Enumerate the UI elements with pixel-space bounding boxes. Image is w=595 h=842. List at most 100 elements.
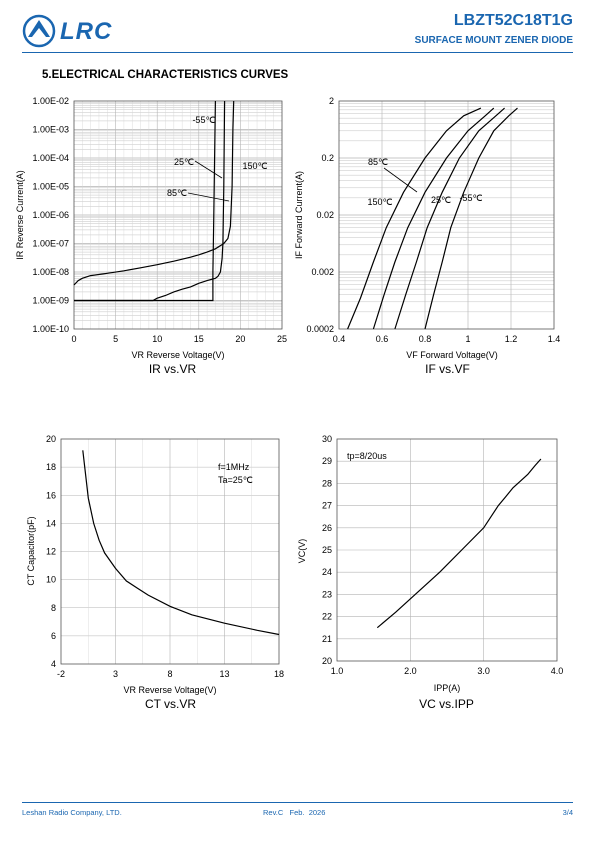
x-tick-label: 20: [235, 334, 245, 344]
y-tick-label: 2: [329, 96, 334, 106]
annotation-label: 150℃: [242, 161, 267, 171]
logo-text: LRC: [60, 18, 113, 45]
y-tick-label: 1.00E-10: [32, 324, 69, 334]
plot-frame: [338, 100, 555, 330]
y-tick-label: 1.00E-06: [32, 210, 69, 220]
annotation-label: -55℃: [192, 115, 215, 125]
y-tick-label: 24: [322, 567, 332, 577]
x-tick-label: 25: [277, 334, 287, 344]
footer-page: 3/4: [562, 808, 573, 817]
footer-company: Leshan Radio Company, LTD.: [22, 808, 122, 817]
annotation-label: 85℃: [167, 188, 187, 198]
annotation-label: 25℃: [174, 157, 194, 167]
y-tick-label: 20: [46, 434, 56, 444]
chart-ct-vs-vr: -2 3 8 13 18 20 18 16 14 12 10 8 6 4 f=1MHz Ta=25℃ VR R…: [26, 434, 284, 695]
y-tick-label: 18: [46, 462, 56, 472]
annotation-arrow: [187, 192, 230, 202]
grid: [74, 101, 282, 329]
annotation-arrow: [194, 160, 223, 179]
x-tick-label: 0.4: [333, 334, 346, 344]
y-tick-label: 1.00E-04: [32, 153, 69, 163]
lrc-logo-icon: [22, 14, 56, 48]
chart-ct-caption: CT vs.VR: [144, 697, 197, 711]
section-title: 5.ELECTRICAL CHARACTERISTICS CURVES: [42, 69, 289, 81]
x-tick-label: 1.0: [331, 666, 344, 676]
series-line: [74, 100, 226, 302]
y-tick-label: 30: [322, 434, 332, 444]
y-tick-label: 1.00E-07: [32, 239, 69, 249]
y-tick-label: 1.00E-02: [32, 96, 69, 106]
y-tick-label: 0.002: [311, 267, 334, 277]
annotation-label: 25℃: [431, 195, 451, 205]
chart-if-caption: IF vs.VF: [425, 362, 470, 376]
y-tick-label: 21: [322, 634, 332, 644]
chart-vc-vs-ipp: 1.0 2.0 3.0 4.0 30 29 28 27 26 25 24 23 22 21 20 tp=8/2…: [297, 434, 564, 693]
annotation-label: 150℃: [367, 197, 392, 207]
y-tick-label: 0.0002: [306, 324, 334, 334]
y-tick-label: 27: [322, 501, 332, 511]
footer-revision: Rev.C Feb. 2026: [263, 808, 326, 817]
series-line: [424, 107, 518, 330]
y-tick-label: 10: [46, 575, 56, 585]
chart-vc-xlabel: IPP(A): [434, 683, 461, 693]
annotation-label: Ta=25℃: [218, 475, 253, 485]
chart-vc-ylabel: VC(V): [297, 539, 307, 564]
y-tick-label: 14: [46, 518, 56, 528]
y-tick-label: 1.00E-05: [32, 182, 69, 192]
y-tick-label: 12: [46, 547, 56, 557]
chart-ir-vs-vr: 0 5 10 15 20 25 1.00E-02 1.00E-03 1.00E-04 1.00E-…: [15, 96, 287, 360]
x-tick-label: 1: [465, 334, 470, 344]
grid: [339, 101, 554, 329]
series-line: [347, 107, 482, 330]
y-tick-label: 1.00E-09: [32, 296, 69, 306]
y-tick-label: 16: [46, 490, 56, 500]
chart-ir-caption: IR vs.VR: [148, 362, 197, 376]
subtitle: SURFACE MOUNT ZENER DIODE: [414, 35, 573, 46]
x-tick-label: 5: [113, 334, 118, 344]
series-line: [73, 100, 235, 286]
y-tick-label: 29: [322, 456, 332, 466]
footer-divider: [22, 802, 573, 803]
chart-if-ylabel: IF Forward Current(A): [294, 171, 304, 259]
x-tick-label: 2.0: [404, 666, 417, 676]
annotation-arrow: [383, 167, 418, 193]
annotation-label: -55℃: [459, 193, 482, 203]
part-number: LBZT52C18T1G: [453, 12, 573, 29]
chart-vc-caption: VC vs.IPP: [419, 697, 474, 711]
y-tick-label: 4: [51, 659, 56, 669]
x-tick-label: 0.8: [419, 334, 432, 344]
x-tick-label: -2: [57, 669, 65, 679]
series-line: [376, 458, 542, 629]
x-tick-label: 3.0: [477, 666, 490, 676]
x-tick-label: 10: [152, 334, 162, 344]
annotation-label: tp=8/20us: [347, 451, 387, 461]
x-tick-label: 15: [194, 334, 204, 344]
y-tick-label: 0.2: [321, 153, 334, 163]
plot-frame: [60, 438, 280, 665]
series-line: [82, 450, 280, 636]
header-divider: [22, 52, 573, 53]
chart-if-xlabel: VF Forward Voltage(V): [406, 350, 498, 360]
series-line: [394, 107, 505, 330]
x-tick-label: 0.6: [376, 334, 389, 344]
y-tick-label: 22: [322, 612, 332, 622]
y-tick-label: 1.00E-08: [32, 267, 69, 277]
x-tick-label: 1.2: [505, 334, 518, 344]
x-tick-label: 8: [167, 669, 172, 679]
y-tick-label: 20: [322, 656, 332, 666]
x-tick-label: 3: [113, 669, 118, 679]
y-tick-label: 8: [51, 603, 56, 613]
y-tick-label: 26: [322, 523, 332, 533]
plot-frame: [73, 100, 283, 330]
chart-if-vs-vf: 0.4 0.6 0.8 1 1.2 1.4 2 0.2 0.02 0.002 0.0002 85℃ 15…: [294, 96, 560, 360]
annotation-label: 85℃: [368, 157, 388, 167]
chart-ct-ylabel: CT Capacitor(pF): [26, 516, 36, 585]
x-tick-label: 13: [219, 669, 229, 679]
y-tick-label: 6: [51, 631, 56, 641]
chart-ir-xlabel: VR Reverse Voltage(V): [131, 350, 224, 360]
y-tick-label: 1.00E-03: [32, 125, 69, 135]
y-tick-label: 0.02: [316, 210, 334, 220]
x-tick-label: 4.0: [551, 666, 564, 676]
chart-ct-xlabel: VR Reverse Voltage(V): [123, 685, 216, 695]
x-tick-label: 0: [71, 334, 76, 344]
